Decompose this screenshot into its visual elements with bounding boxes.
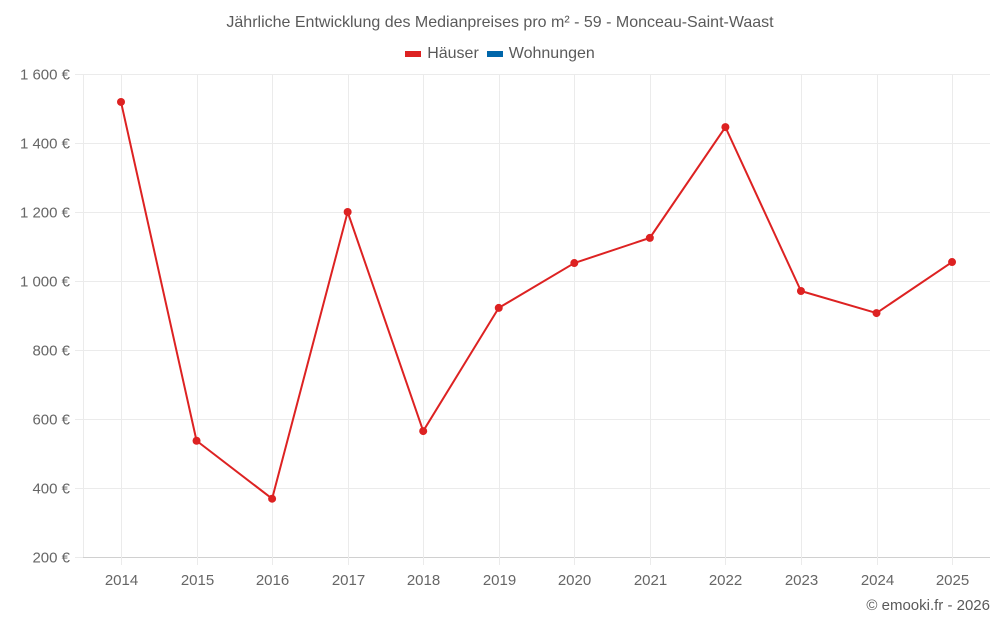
data-point[interactable]: 2016: 369 € xyxy=(268,494,277,503)
houses-swatch-icon xyxy=(405,51,422,57)
credit: © emooki.fr - 2026 xyxy=(866,597,990,614)
data-point[interactable]: 2025: 1055 € xyxy=(948,258,957,267)
x-tick-label: 2017 xyxy=(332,572,365,589)
x-tick-label: 2018 xyxy=(407,572,440,589)
y-tick-label: 1 600 € xyxy=(20,67,71,84)
y-axis: 200 € 400 € 600 € 800 € 1 000 € 1 200 € 1 400 … xyxy=(20,67,83,567)
data-point[interactable]: 2018: 565 € xyxy=(419,427,428,436)
y-tick-label: 200 € xyxy=(32,550,70,567)
legend-item-houses[interactable]: Häuser xyxy=(405,45,479,63)
data-point[interactable]: 2014: 1519 € xyxy=(117,97,125,106)
data-point[interactable]: 2021: 1125 € xyxy=(645,233,654,242)
x-tick-label: 2025 xyxy=(936,572,969,589)
x-tick-label: 2024 xyxy=(861,572,894,589)
series-line xyxy=(120,101,953,500)
x-tick-label: 2020 xyxy=(558,572,591,589)
apartments-swatch-icon xyxy=(486,51,503,57)
data-point[interactable]: 2020: 1052 € xyxy=(570,259,579,268)
data-point[interactable]: 2015: 537 € xyxy=(192,436,201,445)
data-point[interactable]: 2023: 971 € xyxy=(796,287,805,296)
legend-item-apartments[interactable]: Wohnungen xyxy=(486,45,595,63)
data-point[interactable]: 2019: 922 € xyxy=(494,303,503,312)
series-houses: 2014: 1519 € 2015: 537 € 2016: 369 € 2017: … xyxy=(117,97,957,503)
y-tick-label: 1 000 € xyxy=(20,274,71,291)
x-tick-label: 2015 xyxy=(181,572,214,589)
y-tick-label: 1 400 € xyxy=(20,136,71,153)
x-tick-label: 2023 xyxy=(785,572,818,589)
x-tick-label: 2014 xyxy=(105,572,138,589)
x-tick-label: 2021 xyxy=(634,572,667,589)
grid-lines xyxy=(83,74,990,565)
x-tick-label: 2019 xyxy=(483,572,516,589)
y-tick-label: 1 200 € xyxy=(20,205,71,222)
x-tick-label: 2022 xyxy=(709,572,742,589)
legend: Häuser Wohnungen xyxy=(0,45,1000,63)
legend-label-houses: Häuser xyxy=(427,45,479,62)
x-axis: 2014 2015 2016 2017 2018 2019 2020 2021 2022 2023… xyxy=(105,572,969,589)
legend-label-apartments: Wohnungen xyxy=(508,45,595,62)
y-tick-label: 800 € xyxy=(32,343,70,360)
data-point[interactable]: 2022: 1446 € xyxy=(721,123,730,132)
y-tick-label: 600 € xyxy=(32,412,70,429)
data-point[interactable]: 2024: 907 € xyxy=(872,309,881,318)
y-tick-label: 400 € xyxy=(32,481,70,498)
chart-title: Jährliche Entwicklung des Medianpreises … xyxy=(226,14,774,31)
x-tick-label: 2016 xyxy=(256,572,289,589)
